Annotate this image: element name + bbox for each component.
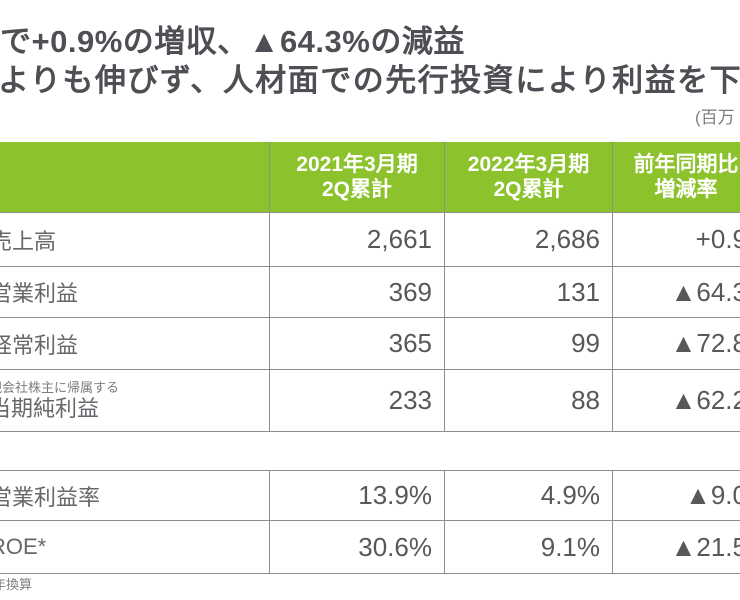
net-sales-yoy: +0.9	[613, 213, 740, 267]
operating-income-yoy: ▲64.3	[613, 267, 740, 318]
net-income-sublabel: 親会社株主に帰属する	[0, 379, 120, 395]
unit-note-millions-yen: (百万	[695, 108, 735, 127]
roe-fy2022: 9.1%	[445, 521, 613, 574]
row-label-net-income: 親会社株主に帰属する 当期純利益	[0, 370, 270, 432]
slide-title-line1: で+0.9%の増収、▲64.3%の減益	[0, 24, 465, 59]
ordinary-income-yoy: ▲72.8	[613, 318, 740, 370]
operating-margin-fy2021: 13.9%	[270, 471, 445, 521]
header-fy2022-line1: 2022年3月期	[467, 153, 590, 176]
header-fy2021-line1: 2021年3月期	[296, 153, 418, 176]
roe-yoy: ▲21.5	[613, 521, 740, 574]
operating-margin-fy2022: 4.9%	[445, 471, 613, 521]
header-yoy-change: 前年同期比 増減率	[613, 142, 740, 213]
slide-title-line2: よりも伸びず、人材面での先行投資により利益を下	[0, 63, 740, 98]
net-sales-fy2022: 2,686	[445, 213, 613, 267]
row-label-net-sales: 売上高	[0, 213, 270, 267]
header-fy2022-2q: 2022年3月期 2Q累計	[445, 142, 613, 213]
roe-footnote: 年換算	[0, 577, 33, 592]
header-fy2022-line2: 2Q累計	[493, 178, 564, 201]
row-label-ordinary-income: 経常利益	[0, 318, 270, 370]
row-label-operating-margin: 営業利益率	[0, 471, 270, 521]
net-income-label: 当期純利益	[0, 395, 100, 421]
net-income-fy2021: 233	[270, 370, 445, 432]
ordinary-income-fy2022: 99	[445, 318, 613, 370]
roe-fy2021: 30.6%	[270, 521, 445, 574]
net-sales-fy2021: 2,661	[270, 213, 445, 267]
operating-margin-yoy: ▲9.0	[613, 471, 740, 521]
header-yoy-line2: 増減率	[654, 178, 718, 201]
ratio-table: 営業利益率 13.9% 4.9% ▲9.0 ROE* 30.6% 9.1% ▲2…	[0, 470, 740, 574]
header-yoy-line1: 前年同期比	[633, 153, 739, 176]
operating-income-fy2021: 369	[270, 267, 445, 318]
net-income-yoy: ▲62.2	[613, 370, 740, 432]
ordinary-income-fy2021: 365	[270, 318, 445, 370]
main-results-table: 2021年3月期 2Q累計 2022年3月期 2Q累計 前年同期比 増減率 売上…	[0, 142, 740, 432]
operating-income-fy2022: 131	[445, 267, 613, 318]
header-fy2021-2q: 2021年3月期 2Q累計	[270, 142, 445, 213]
net-income-fy2022: 88	[445, 370, 613, 432]
header-fy2021-line2: 2Q累計	[321, 178, 392, 201]
header-blank-cell	[0, 142, 270, 213]
row-label-operating-income: 営業利益	[0, 267, 270, 318]
row-label-roe: ROE*	[0, 521, 270, 574]
